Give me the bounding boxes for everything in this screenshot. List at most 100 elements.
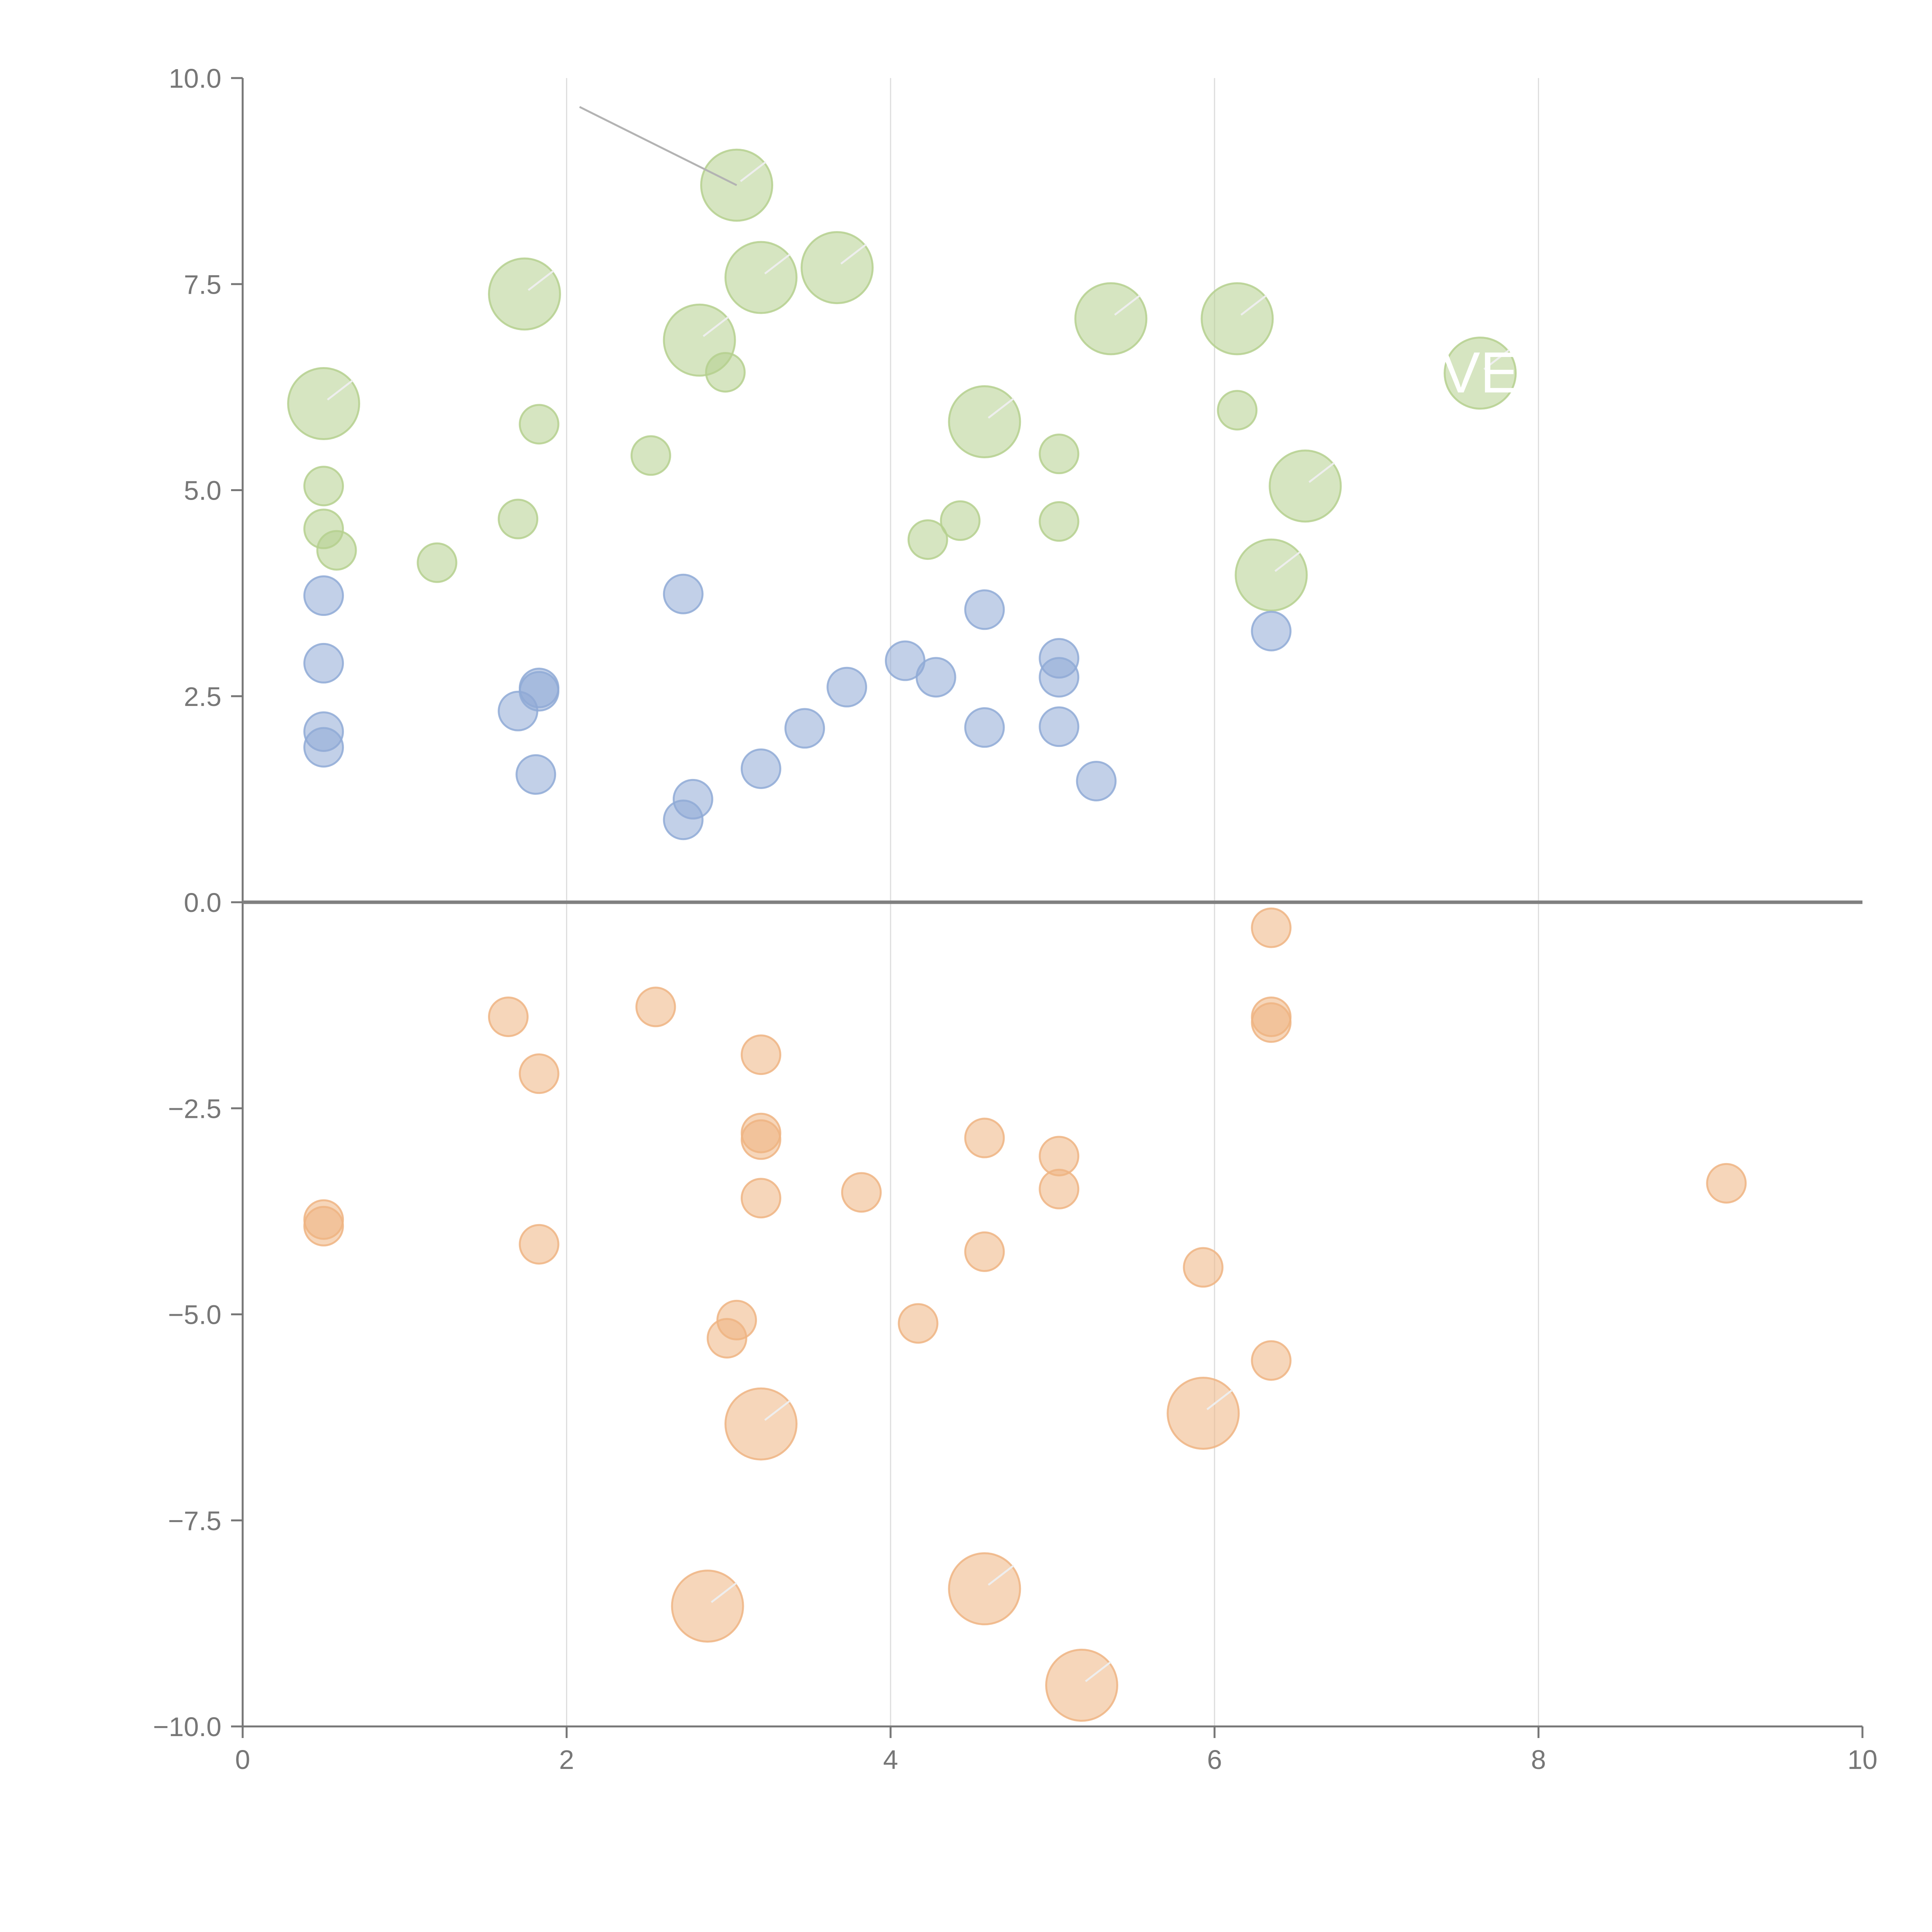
blue-bubble <box>964 707 1005 748</box>
green-bubble <box>940 500 981 541</box>
y-tick-label: 7.5 <box>184 269 221 299</box>
label-leader-line <box>1308 462 1335 483</box>
orange-bubble <box>1045 1648 1118 1722</box>
green-bubble <box>1074 282 1148 355</box>
leader-layer <box>327 106 1510 1682</box>
blue-bubble <box>784 708 825 749</box>
y-tick-label: 0.0 <box>184 888 221 918</box>
green-bubble <box>519 404 560 445</box>
orange-bubble <box>898 1303 939 1344</box>
blue-bubble <box>827 667 867 707</box>
label-leader-line <box>711 1582 737 1603</box>
label-leader-line <box>1274 551 1301 572</box>
green-bubble <box>800 231 874 304</box>
y-tick-label: −5.0 <box>168 1300 221 1330</box>
orange-bubble <box>740 1178 781 1219</box>
green-bubble <box>1217 390 1258 431</box>
label-leader-line <box>327 379 354 401</box>
label-leader-line <box>1483 349 1510 370</box>
label-layer: VE <box>1442 340 1519 405</box>
green-bubble <box>630 435 671 476</box>
blue-bubble <box>1076 760 1117 801</box>
orange-bubble <box>635 986 676 1027</box>
orange-bubble <box>706 1318 747 1359</box>
x-tick-label: 0 <box>235 1745 250 1775</box>
orange-bubble <box>519 1053 560 1094</box>
blue-bubble <box>519 671 560 712</box>
label-leader-line <box>840 243 867 265</box>
green-bubble <box>1444 337 1517 410</box>
green-bubble <box>948 385 1021 458</box>
axis-layer: 0 2 4 6 8 10 −10.0 −7.5 −5.0 −2.5 0.0 2.5 5.0 7.5 10.0 <box>153 63 1878 1775</box>
orange-bubble <box>519 1224 560 1265</box>
green-bubble <box>316 530 357 571</box>
blue-bubble <box>964 589 1005 630</box>
x-tick-label: 4 <box>883 1745 898 1775</box>
blue-bubble <box>1039 706 1080 747</box>
orange-bubble <box>964 1117 1005 1158</box>
blue-bubble <box>740 748 781 789</box>
orange-bubble <box>671 1570 744 1643</box>
label-leader-line <box>988 1565 1014 1586</box>
orange-bubble <box>1251 1002 1292 1043</box>
green-bubble <box>700 148 774 222</box>
green-bubble <box>1039 501 1080 542</box>
orange-bubble <box>724 1387 798 1461</box>
orange-bubble <box>841 1172 882 1213</box>
label-leader-line <box>1114 294 1141 316</box>
x-tick-label: 2 <box>559 1745 574 1775</box>
orange-bubble <box>740 1119 781 1160</box>
green-bubble <box>417 542 457 583</box>
label-leader-line <box>1240 294 1267 316</box>
blue-bubble <box>1251 611 1292 651</box>
y-tick-label: 5.0 <box>184 476 221 506</box>
blue-bubble <box>303 643 344 684</box>
blue-bubble <box>1039 657 1080 698</box>
x-tick-label: 6 <box>1207 1745 1222 1775</box>
label-leader-line <box>579 106 737 186</box>
orange-bubble <box>740 1034 781 1075</box>
y-tick-label: −10.0 <box>153 1712 221 1742</box>
orange-bubble <box>1183 1247 1224 1288</box>
blue-bubble <box>915 657 956 698</box>
green-bubble <box>498 498 539 539</box>
bubble-annotation-label: VE <box>1442 340 1519 405</box>
green-bubble <box>724 241 798 314</box>
label-leader-line <box>527 270 554 291</box>
blue-bubble <box>663 573 704 614</box>
green-bubble <box>1039 434 1080 474</box>
green-bubble <box>1235 538 1308 612</box>
x-tick-label: 8 <box>1531 1745 1546 1775</box>
green-bubble <box>488 257 561 331</box>
y-tick-label: −7.5 <box>168 1506 221 1536</box>
green-bubble <box>287 367 361 440</box>
label-leader-line <box>764 1400 791 1421</box>
y-tick-label: −2.5 <box>168 1094 221 1124</box>
orange-bubble <box>948 1552 1021 1626</box>
green-bubble <box>1201 282 1274 355</box>
green-bubble <box>1269 449 1342 523</box>
orange-bubble <box>1251 907 1292 948</box>
blue-bubble <box>303 727 344 768</box>
orange-bubble <box>1251 1340 1292 1381</box>
label-leader-line <box>1085 1661 1111 1682</box>
orange-bubble <box>1706 1163 1747 1204</box>
green-bubble <box>303 466 344 507</box>
orange-bubble <box>964 1231 1005 1272</box>
label-leader-line <box>764 253 791 275</box>
green-bubble <box>907 519 948 560</box>
x-tick-label: 10 <box>1847 1745 1878 1775</box>
y-tick-label: 2.5 <box>184 682 221 712</box>
points-layer <box>287 148 1747 1722</box>
green-bubble <box>705 352 746 393</box>
blue-bubble <box>303 575 344 616</box>
label-leader-line <box>1206 1389 1233 1410</box>
label-leader-line <box>988 398 1014 419</box>
orange-bubble <box>488 996 529 1037</box>
orange-bubble <box>1167 1376 1240 1450</box>
orange-bubble <box>303 1206 344 1247</box>
label-leader-line <box>740 161 767 182</box>
orange-bubble <box>1039 1168 1080 1209</box>
label-leader-line <box>702 316 729 337</box>
